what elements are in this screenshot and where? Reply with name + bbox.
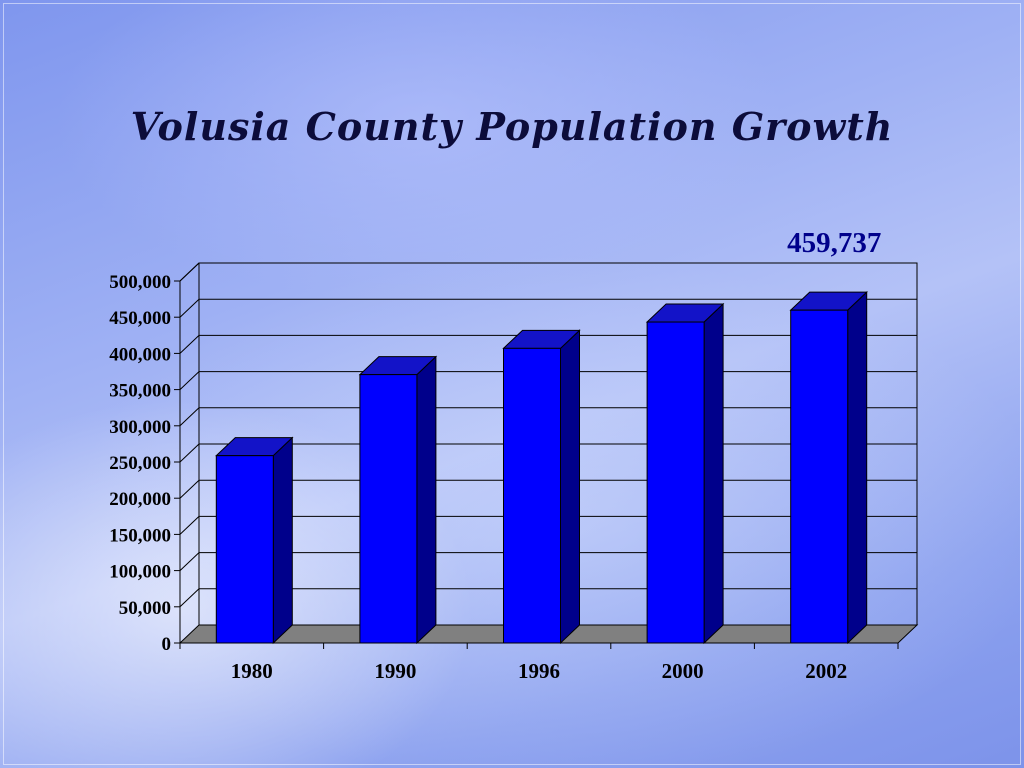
y-tick-label: 150,000 bbox=[109, 525, 171, 546]
bar-front-face bbox=[359, 374, 418, 644]
y-tick-label: 450,000 bbox=[109, 308, 171, 329]
y-tick-label: 300,000 bbox=[109, 417, 171, 438]
gridline-side bbox=[179, 443, 200, 463]
y-tick-label: 50,000 bbox=[119, 598, 171, 619]
bar-layer bbox=[215, 290, 868, 645]
chart-title: Volusia County Population Growth bbox=[130, 104, 894, 149]
bar bbox=[789, 290, 868, 645]
bar-side-face bbox=[703, 302, 724, 645]
bar-front-face bbox=[503, 347, 561, 644]
bar bbox=[215, 436, 294, 645]
x-tick-label: 1980 bbox=[231, 659, 273, 683]
gridline-side bbox=[179, 335, 200, 354]
gridline-side bbox=[179, 516, 200, 535]
gridline-side bbox=[179, 588, 200, 608]
bar-front-face bbox=[215, 455, 274, 644]
y-tick-label: 100,000 bbox=[109, 562, 171, 583]
gridline-side bbox=[179, 371, 200, 390]
bar-side-face bbox=[560, 329, 580, 645]
gridline-side bbox=[179, 407, 200, 427]
bar-front-face bbox=[790, 309, 849, 644]
bar bbox=[502, 329, 581, 645]
y-tick-label: 200,000 bbox=[109, 489, 171, 510]
bar bbox=[645, 302, 725, 645]
x-tick-label: 1990 bbox=[374, 659, 416, 683]
label-layer: 0 50,000 100,000 150,000 200,000 250,000 300,0… bbox=[109, 227, 881, 683]
bar bbox=[358, 355, 438, 645]
bar-front-face bbox=[646, 321, 705, 644]
bar-side-face bbox=[272, 436, 293, 645]
gridline-side bbox=[179, 552, 200, 571]
bar-side-face bbox=[847, 290, 868, 645]
gridline-side bbox=[179, 479, 200, 499]
y-tick-label: 350,000 bbox=[109, 381, 171, 402]
y-tick-label: 250,000 bbox=[109, 453, 171, 474]
x-tick-label: 2002 bbox=[805, 659, 847, 683]
y-tick-label: 400,000 bbox=[109, 344, 171, 365]
data-label: 459,737 bbox=[787, 227, 881, 259]
x-tick-label: 1996 bbox=[518, 659, 560, 683]
y-tick-label: 0 bbox=[162, 634, 172, 655]
bar-side-face bbox=[416, 355, 437, 645]
gridline-side bbox=[179, 262, 200, 282]
y-tick-label: 500,000 bbox=[109, 272, 171, 293]
x-tick-label: 2000 bbox=[662, 659, 704, 683]
gridline-side bbox=[179, 298, 200, 318]
slide-frame bbox=[3, 3, 1021, 765]
